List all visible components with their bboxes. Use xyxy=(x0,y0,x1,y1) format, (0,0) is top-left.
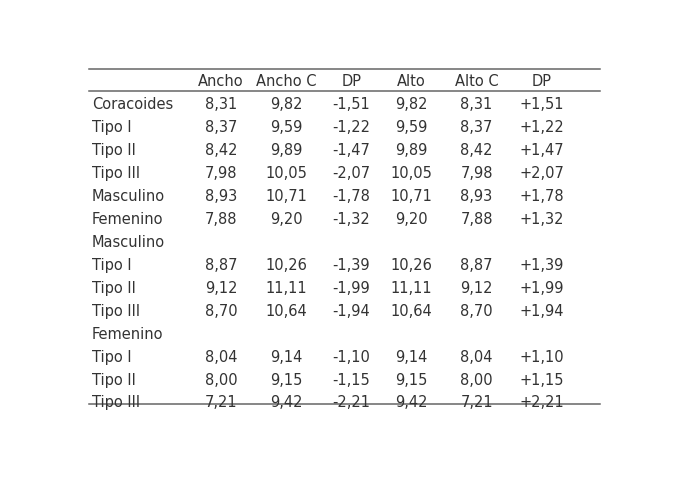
Text: +1,78: +1,78 xyxy=(520,189,564,204)
Text: Coracoides: Coracoides xyxy=(92,97,173,112)
Text: 8,00: 8,00 xyxy=(460,372,493,387)
Text: -1,15: -1,15 xyxy=(332,372,370,387)
Text: Tipo III: Tipo III xyxy=(92,303,140,318)
Text: Tipo III: Tipo III xyxy=(92,166,140,180)
Text: 9,15: 9,15 xyxy=(395,372,427,387)
Text: 9,20: 9,20 xyxy=(270,211,303,227)
Text: 10,05: 10,05 xyxy=(265,166,307,180)
Text: 9,82: 9,82 xyxy=(395,97,427,112)
Text: 8,93: 8,93 xyxy=(205,189,237,204)
Text: -1,10: -1,10 xyxy=(332,349,370,364)
Text: 7,21: 7,21 xyxy=(460,395,493,409)
Text: Masculino: Masculino xyxy=(92,189,165,204)
Text: Tipo II: Tipo II xyxy=(92,143,136,157)
Text: 9,15: 9,15 xyxy=(270,372,302,387)
Text: 8,37: 8,37 xyxy=(205,120,237,135)
Text: Tipo I: Tipo I xyxy=(92,257,132,272)
Text: 10,71: 10,71 xyxy=(265,189,307,204)
Text: -1,94: -1,94 xyxy=(332,303,370,318)
Text: 9,14: 9,14 xyxy=(395,349,427,364)
Text: +1,94: +1,94 xyxy=(520,303,564,318)
Text: 8,87: 8,87 xyxy=(205,257,238,272)
Text: 8,04: 8,04 xyxy=(460,349,493,364)
Text: -1,39: -1,39 xyxy=(332,257,370,272)
Text: 9,42: 9,42 xyxy=(270,395,302,409)
Text: Femenino: Femenino xyxy=(92,211,164,227)
Text: 7,98: 7,98 xyxy=(205,166,238,180)
Text: DP: DP xyxy=(341,74,361,89)
Text: Alto: Alto xyxy=(397,74,426,89)
Text: +2,21: +2,21 xyxy=(520,395,564,409)
Text: +1,39: +1,39 xyxy=(520,257,564,272)
Text: -1,32: -1,32 xyxy=(332,211,370,227)
Text: 9,82: 9,82 xyxy=(270,97,302,112)
Text: 8,42: 8,42 xyxy=(205,143,238,157)
Text: Tipo III: Tipo III xyxy=(92,395,140,409)
Text: 8,31: 8,31 xyxy=(460,97,493,112)
Text: -1,99: -1,99 xyxy=(332,280,370,295)
Text: 11,11: 11,11 xyxy=(390,280,432,295)
Text: Ancho C: Ancho C xyxy=(256,74,316,89)
Text: 7,21: 7,21 xyxy=(205,395,238,409)
Text: +1,22: +1,22 xyxy=(520,120,564,135)
Text: 8,04: 8,04 xyxy=(205,349,238,364)
Text: -1,78: -1,78 xyxy=(332,189,370,204)
Text: 9,89: 9,89 xyxy=(395,143,427,157)
Text: Tipo I: Tipo I xyxy=(92,349,132,364)
Text: +1,99: +1,99 xyxy=(520,280,564,295)
Text: 7,98: 7,98 xyxy=(460,166,493,180)
Text: 8,70: 8,70 xyxy=(460,303,493,318)
Text: +2,07: +2,07 xyxy=(520,166,564,180)
Text: 10,26: 10,26 xyxy=(390,257,432,272)
Text: Alto C: Alto C xyxy=(455,74,499,89)
Text: -1,51: -1,51 xyxy=(332,97,370,112)
Text: +1,15: +1,15 xyxy=(520,372,564,387)
Text: 9,20: 9,20 xyxy=(395,211,428,227)
Text: 8,37: 8,37 xyxy=(460,120,493,135)
Text: 9,59: 9,59 xyxy=(270,120,302,135)
Text: -2,07: -2,07 xyxy=(332,166,371,180)
Text: 10,05: 10,05 xyxy=(390,166,432,180)
Text: 9,12: 9,12 xyxy=(460,280,493,295)
Text: 7,88: 7,88 xyxy=(205,211,238,227)
Text: DP: DP xyxy=(532,74,552,89)
Text: -2,21: -2,21 xyxy=(332,395,370,409)
Text: 9,89: 9,89 xyxy=(270,143,302,157)
Text: Tipo II: Tipo II xyxy=(92,372,136,387)
Text: 10,71: 10,71 xyxy=(390,189,432,204)
Text: Ancho: Ancho xyxy=(199,74,244,89)
Text: 7,88: 7,88 xyxy=(460,211,493,227)
Text: -1,22: -1,22 xyxy=(332,120,370,135)
Text: 8,70: 8,70 xyxy=(205,303,238,318)
Text: 9,12: 9,12 xyxy=(205,280,238,295)
Text: 8,31: 8,31 xyxy=(205,97,237,112)
Text: +1,10: +1,10 xyxy=(520,349,564,364)
Text: 9,42: 9,42 xyxy=(395,395,427,409)
Text: 9,14: 9,14 xyxy=(270,349,302,364)
Text: -1,47: -1,47 xyxy=(332,143,370,157)
Text: +1,51: +1,51 xyxy=(520,97,564,112)
Text: Masculino: Masculino xyxy=(92,234,165,249)
Text: 10,64: 10,64 xyxy=(265,303,307,318)
Text: +1,32: +1,32 xyxy=(520,211,564,227)
Text: 8,42: 8,42 xyxy=(460,143,493,157)
Text: 9,59: 9,59 xyxy=(395,120,427,135)
Text: 11,11: 11,11 xyxy=(265,280,307,295)
Text: 10,64: 10,64 xyxy=(390,303,432,318)
Text: Tipo I: Tipo I xyxy=(92,120,132,135)
Text: +1,47: +1,47 xyxy=(520,143,564,157)
Text: 8,93: 8,93 xyxy=(460,189,493,204)
Text: Tipo II: Tipo II xyxy=(92,280,136,295)
Text: 8,00: 8,00 xyxy=(205,372,238,387)
Text: 10,26: 10,26 xyxy=(265,257,307,272)
Text: 8,87: 8,87 xyxy=(460,257,493,272)
Text: Femenino: Femenino xyxy=(92,326,164,341)
